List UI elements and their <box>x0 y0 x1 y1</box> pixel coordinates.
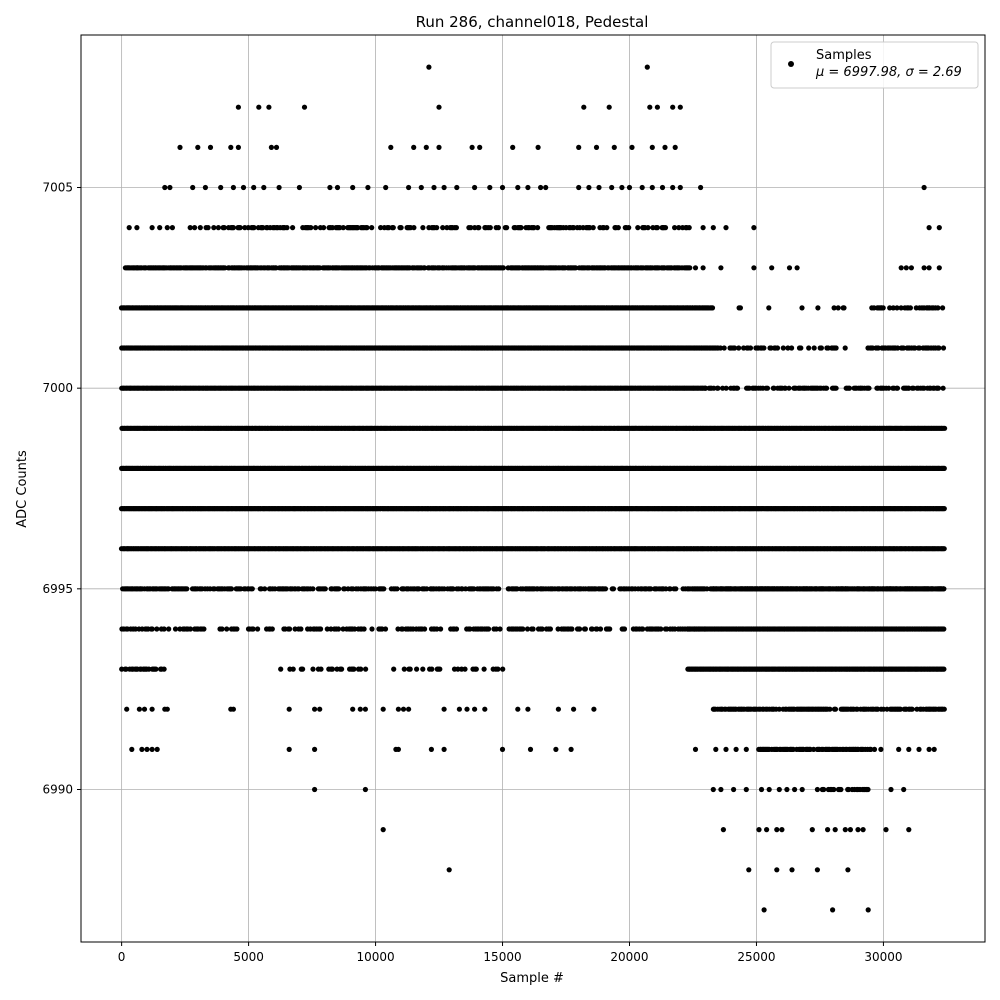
data-point <box>184 586 190 592</box>
data-point <box>721 345 727 351</box>
chart-title: Run 286, channel018, Pedestal <box>416 13 649 31</box>
data-point <box>936 345 942 351</box>
data-point <box>715 385 721 391</box>
data-point <box>228 586 235 592</box>
data-point <box>262 586 268 592</box>
data-point <box>818 345 825 351</box>
data-point <box>940 345 947 351</box>
data-point <box>866 385 872 391</box>
data-point <box>663 586 669 592</box>
data-point <box>786 385 792 391</box>
data-point <box>610 586 617 592</box>
data-point <box>514 586 520 592</box>
data-point <box>833 345 839 351</box>
data-point <box>833 385 839 391</box>
data-point <box>602 586 609 592</box>
data-point <box>723 385 729 391</box>
data-point <box>824 385 830 391</box>
data-point <box>764 385 771 391</box>
data-point <box>496 586 502 592</box>
data-point <box>165 586 172 592</box>
data-point <box>667 586 673 592</box>
data-point <box>941 586 947 592</box>
data-point <box>789 345 795 351</box>
data-points <box>118 64 948 913</box>
data-point <box>774 345 781 351</box>
data-point <box>780 345 786 351</box>
data-point <box>381 586 387 592</box>
data-point <box>940 385 946 391</box>
data-point <box>736 345 742 351</box>
data-point <box>941 546 947 552</box>
data-point <box>673 586 679 592</box>
data-point <box>747 345 754 351</box>
data-point <box>450 586 456 592</box>
data-point <box>734 385 741 391</box>
data-point <box>846 385 853 391</box>
data-point <box>941 465 947 471</box>
data-point <box>471 586 477 592</box>
data-point <box>811 345 817 351</box>
data-point <box>394 586 400 592</box>
data-point <box>249 586 255 592</box>
data-point <box>842 345 848 351</box>
data-point <box>798 345 804 351</box>
data-point <box>894 385 901 391</box>
data-point <box>941 506 947 512</box>
data-point <box>424 586 430 592</box>
data-point <box>648 586 654 592</box>
data-point <box>942 425 948 431</box>
data-point <box>935 385 942 391</box>
data-point <box>806 345 812 351</box>
data-point <box>372 586 378 592</box>
data-point <box>310 586 316 592</box>
data-point <box>761 345 767 351</box>
data-point <box>322 586 328 592</box>
data-point <box>336 586 342 592</box>
